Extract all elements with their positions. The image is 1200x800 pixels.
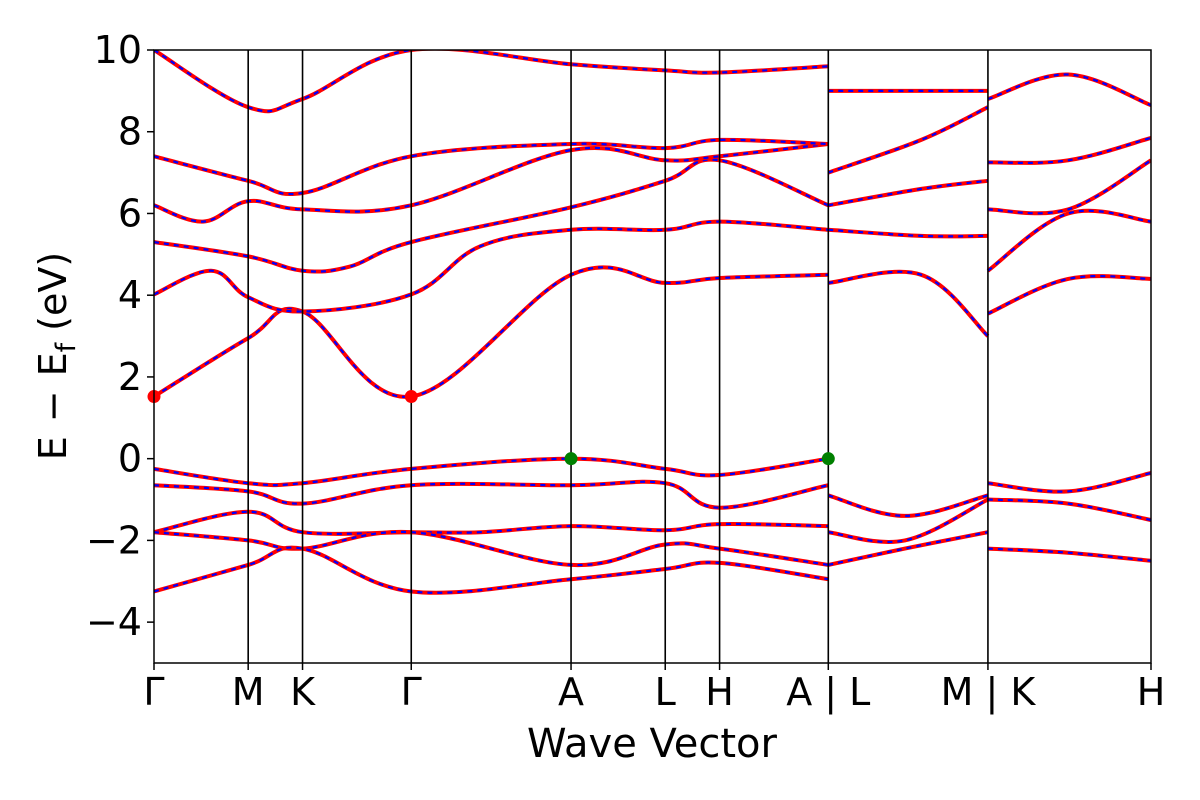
- band-line-overlay: [988, 276, 1151, 314]
- y-label-e2: E: [31, 352, 75, 376]
- x-axis-label: Wave Vector: [527, 721, 778, 767]
- band-line: [988, 74, 1151, 105]
- x-tick-label: M | K: [941, 670, 1037, 715]
- y-tick-label: −2: [86, 518, 142, 562]
- x-tick-label: H: [705, 670, 734, 714]
- band-line-overlay: [154, 49, 828, 112]
- band-edge-marker: [405, 390, 418, 403]
- x-tick-label: Γ: [401, 670, 422, 714]
- x-tick-label: K: [290, 670, 316, 714]
- y-label-subscript: f: [51, 341, 82, 352]
- y-label-minus: −: [31, 390, 75, 422]
- y-tick-label: −4: [86, 600, 142, 644]
- band-line: [154, 140, 828, 194]
- y-label-e: E: [31, 436, 75, 460]
- y-tick-label: 10: [94, 28, 142, 72]
- band-line: [988, 500, 1151, 521]
- band-lines: [154, 49, 1151, 593]
- band-line-overlay: [988, 138, 1151, 163]
- band-line: [828, 272, 988, 336]
- y-axis-label: E − Ef (eV): [31, 252, 82, 460]
- band-line: [828, 107, 988, 172]
- band-edge-marker: [565, 452, 578, 465]
- band-line: [988, 473, 1151, 492]
- band-line-overlay: [988, 160, 1151, 213]
- band-line-overlay: [154, 548, 828, 593]
- high-symmetry-lines: [248, 50, 988, 663]
- band-line: [988, 276, 1151, 314]
- y-tick-label: 4: [118, 273, 142, 317]
- x-tick-label: L: [655, 670, 676, 714]
- band-line-overlay: [828, 272, 988, 336]
- band-line: [988, 160, 1151, 213]
- y-tick-label: 0: [118, 437, 142, 481]
- x-tick-label: M: [232, 670, 265, 714]
- y-label-unit: (eV): [31, 252, 75, 331]
- band-edge-markers: [148, 390, 835, 465]
- y-axis-ticks: −4 −2 0 2 4 6 8 10: [86, 28, 154, 644]
- band-line: [154, 512, 828, 534]
- x-tick-label: Γ: [143, 670, 164, 714]
- band-line-overlay: [154, 222, 828, 312]
- band-line: [154, 459, 828, 485]
- x-tick-label: H: [1137, 670, 1166, 714]
- x-tick-label: A: [558, 670, 584, 714]
- band-line: [154, 548, 828, 593]
- y-tick-label: 8: [118, 110, 142, 154]
- band-line: [154, 222, 828, 312]
- band-edge-marker: [822, 452, 835, 465]
- band-line-overlay: [988, 211, 1151, 271]
- y-tick-label: 6: [118, 191, 142, 235]
- band-line: [154, 49, 828, 112]
- band-line: [154, 267, 828, 397]
- y-tick-label: 2: [118, 355, 142, 399]
- band-line: [988, 211, 1151, 271]
- x-tick-label: A | L: [786, 670, 870, 715]
